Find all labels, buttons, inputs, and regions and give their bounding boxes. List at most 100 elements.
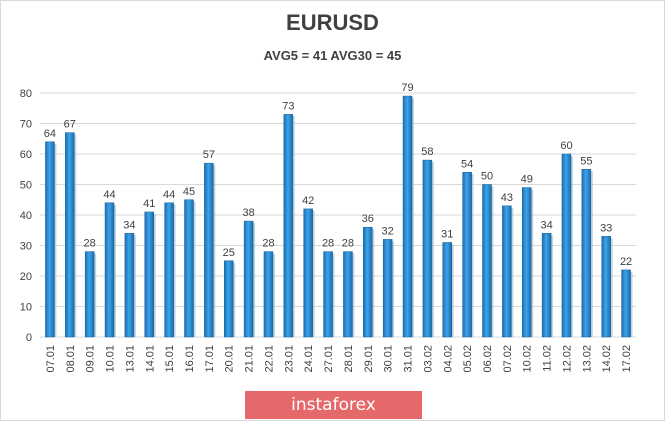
data-label: 32 (382, 225, 394, 237)
bar (303, 208, 313, 338)
bar (263, 251, 274, 338)
bar (164, 202, 174, 338)
bar (502, 205, 512, 338)
instaforex-watermark: instaforex (245, 391, 422, 419)
data-label: 57 (203, 149, 215, 161)
x-tick-label: 16.01 (184, 345, 196, 373)
y-axis-ticks: 0 10 20 30 40 50 60 70 80 (20, 88, 32, 344)
data-label: 36 (362, 213, 374, 225)
x-tick-label: 12.02 (561, 345, 573, 373)
gridlines (40, 92, 636, 338)
data-label: 55 (580, 155, 592, 167)
bar (561, 153, 572, 338)
x-tick-label: 27.01 (323, 345, 335, 373)
chart-title: EURUSD (286, 10, 379, 35)
watermark-text: instaforex (291, 395, 376, 415)
data-label: 79 (401, 82, 413, 94)
x-tick-label: 05.02 (462, 345, 474, 373)
bar (124, 233, 135, 338)
x-tick-label: 06.02 (482, 345, 494, 373)
data-labels: 64 67 28 44 34 41 44 45 57 25 38 28 73 42 28 28 36 32 79 58… (44, 82, 632, 268)
x-tick-label: 09.01 (85, 345, 97, 373)
bar (323, 251, 333, 338)
x-tick-label: 07.02 (502, 345, 514, 373)
data-label: 49 (521, 174, 533, 186)
x-tick-label: 13.02 (581, 345, 593, 373)
bar (45, 141, 55, 338)
bar (541, 233, 552, 338)
data-label: 50 (481, 171, 493, 183)
bar (422, 159, 433, 338)
data-label: 42 (302, 195, 314, 207)
x-tick-label: 10.02 (522, 345, 534, 373)
x-tick-label: 10.01 (105, 345, 117, 373)
data-label: 38 (242, 207, 254, 219)
y-tick-label: 10 (20, 302, 32, 314)
data-label: 67 (64, 119, 76, 131)
y-tick-label: 0 (26, 332, 32, 344)
y-tick-label: 70 (20, 119, 32, 131)
bar (442, 242, 453, 338)
bar (283, 114, 294, 338)
data-label: 41 (143, 198, 155, 210)
x-tick-label: 13.01 (124, 345, 136, 373)
bar (363, 226, 373, 338)
x-tick-label: 17.01 (204, 345, 216, 373)
x-tick-label: 03.02 (422, 345, 434, 373)
x-tick-label: 08.01 (65, 345, 77, 373)
x-tick-label: 29.01 (363, 345, 375, 373)
bar (144, 211, 155, 338)
bar (601, 236, 611, 338)
bar (462, 172, 472, 338)
bar (402, 95, 413, 338)
data-label: 54 (461, 158, 473, 170)
data-label: 64 (44, 128, 56, 140)
data-label: 25 (223, 247, 235, 259)
x-tick-label: 21.01 (244, 345, 256, 373)
data-label: 22 (620, 256, 632, 268)
y-tick-label: 30 (20, 241, 32, 253)
x-tick-label: 23.01 (283, 345, 295, 373)
data-label: 28 (262, 238, 274, 250)
data-label: 33 (600, 222, 612, 234)
x-tick-label: 30.01 (383, 345, 395, 373)
y-tick-label: 40 (20, 210, 32, 222)
data-label: 34 (123, 219, 135, 231)
bar (84, 251, 95, 338)
data-label: 73 (282, 100, 294, 112)
data-label: 34 (540, 219, 552, 231)
bar (223, 260, 234, 338)
bar (65, 132, 75, 338)
x-tick-label: 14.02 (601, 345, 613, 373)
data-label: 45 (183, 186, 195, 198)
bar (243, 220, 254, 338)
bar (204, 162, 214, 338)
x-tick-label: 15.01 (164, 345, 176, 373)
x-tick-label: 17.02 (621, 345, 633, 373)
y-tick-label: 80 (20, 88, 32, 100)
y-tick-label: 20 (20, 271, 32, 283)
bar (521, 187, 532, 338)
x-tick-label: 07.01 (45, 345, 57, 373)
x-tick-label: 22.01 (263, 345, 275, 373)
chart-subtitle: AVG5 = 41 AVG30 = 45 (263, 48, 402, 63)
x-tick-label: 11.02 (542, 345, 554, 372)
bar (343, 251, 353, 338)
bar (382, 239, 393, 338)
x-tick-label: 04.02 (442, 345, 454, 373)
y-tick-label: 60 (20, 149, 32, 161)
data-label: 31 (441, 228, 453, 240)
data-label: 28 (322, 238, 334, 250)
x-tick-label: 24.01 (303, 345, 315, 373)
data-label: 44 (163, 189, 175, 201)
x-tick-label: 31.01 (403, 345, 415, 373)
x-tick-label: 28.01 (343, 345, 355, 373)
bar (482, 184, 492, 338)
x-axis-ticks: 07.01 08.01 09.01 10.01 13.01 14.01 15.01 16.01… (45, 345, 633, 373)
data-label: 43 (501, 192, 513, 204)
bar (581, 169, 592, 338)
data-label: 44 (103, 189, 115, 201)
bar (104, 202, 115, 338)
x-tick-label: 20.01 (224, 345, 236, 373)
